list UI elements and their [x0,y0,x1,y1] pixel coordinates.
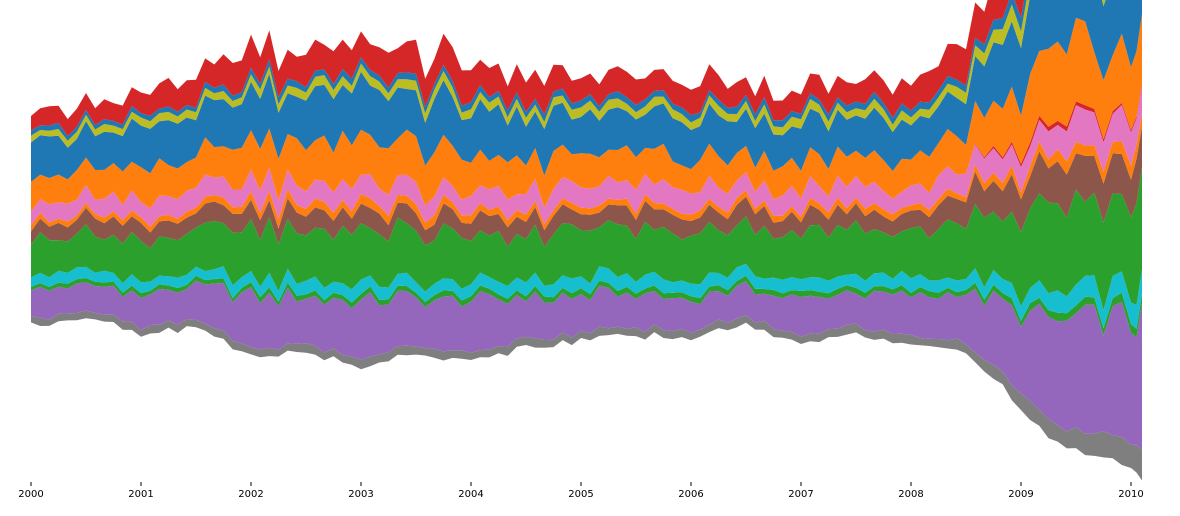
stream-layer-7 [31,114,1142,233]
stream-layer-1 [31,310,1142,481]
x-tick-label-2005: 2005 [568,489,593,500]
x-tick-label-2002: 2002 [238,489,263,500]
stream-layer-13 [31,0,1027,141]
x-axis: 2000 2001 2002 2003 2004 2005 2006 2007 2008 2009… [18,482,1144,500]
x-tick-label-2001: 2001 [128,489,153,500]
stream-layer-10 [31,14,1142,212]
x-tick-label-2004: 2004 [458,489,483,500]
stream-layer-12 [31,0,1106,148]
x-tick-label-2000: 2000 [18,489,43,500]
x-tick-label-2007: 2007 [788,489,813,500]
x-tick-label-2008: 2008 [898,489,923,500]
stream-layer-6 [31,126,1142,249]
x-tick-label-2009: 2009 [1008,489,1033,500]
stream-layer-4 [31,263,1142,329]
stream-layer-2 [31,280,1142,451]
stream-layer-5 [31,167,1142,311]
stream-layer-11 [31,0,1142,182]
stream-layer-14 [31,0,1025,137]
stream-layers [31,0,1142,481]
x-tick-label-2003: 2003 [348,489,373,500]
x-tick-label-2006: 2006 [678,489,703,500]
stream-layer-8 [31,85,1142,227]
x-tick-label-2010: 2010 [1118,489,1143,500]
